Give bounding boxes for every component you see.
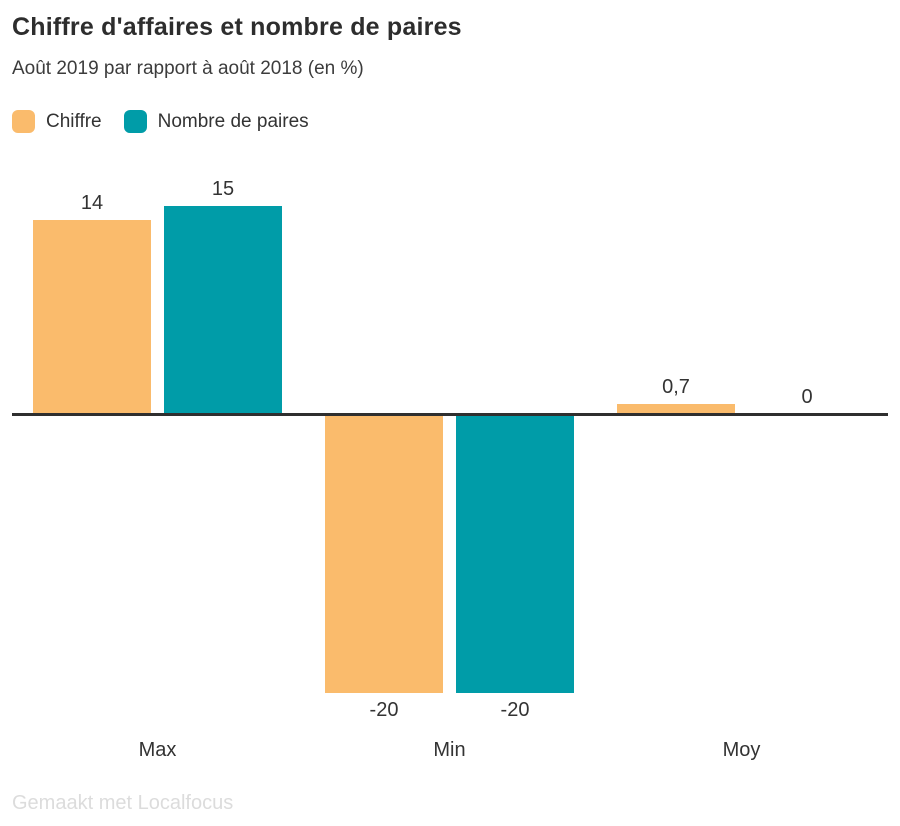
bar-min-chiffre[interactable]	[325, 416, 443, 693]
legend-label-chiffre: Chiffre	[46, 110, 102, 132]
value-label-moy-chiffre: 0,7	[662, 376, 690, 398]
category-label-moy: Moy	[722, 739, 761, 761]
legend-swatch-chiffre	[12, 110, 35, 133]
legend: Chiffre Nombre de paires	[12, 110, 309, 133]
bar-moy-chiffre[interactable]	[617, 404, 735, 414]
bar-max-chiffre[interactable]	[33, 220, 151, 414]
bar-max-nombre-de-paires[interactable]	[164, 206, 282, 414]
chart-title: Chiffre d'affaires et nombre de paires	[12, 13, 462, 41]
category-label-min: Min	[433, 739, 466, 761]
value-label-min-nombre-de-paires: -20	[500, 699, 530, 721]
value-label-moy-nombre-de-paires: 0	[801, 386, 813, 408]
zero-axis-line	[12, 413, 888, 416]
value-label-max-nombre-de-paires: 15	[211, 178, 235, 200]
value-label-max-chiffre: 14	[80, 192, 104, 214]
category-label-max: Max	[138, 739, 177, 761]
legend-swatch-nombre-de-paires	[123, 110, 147, 133]
value-label-min-chiffre: -20	[369, 699, 399, 721]
legend-item-chiffre[interactable]: Chiffre	[12, 110, 102, 133]
legend-label-nombre-de-paires: Nombre de paires	[157, 110, 309, 132]
chart-subtitle: Août 2019 par rapport à août 2018 (en %)	[12, 58, 364, 79]
bar-min-nombre-de-paires[interactable]	[456, 416, 574, 693]
credit-text: Gemaakt met Localfocus	[12, 792, 234, 814]
legend-item-nombre-de-paires[interactable]: Nombre de paires	[123, 110, 309, 133]
